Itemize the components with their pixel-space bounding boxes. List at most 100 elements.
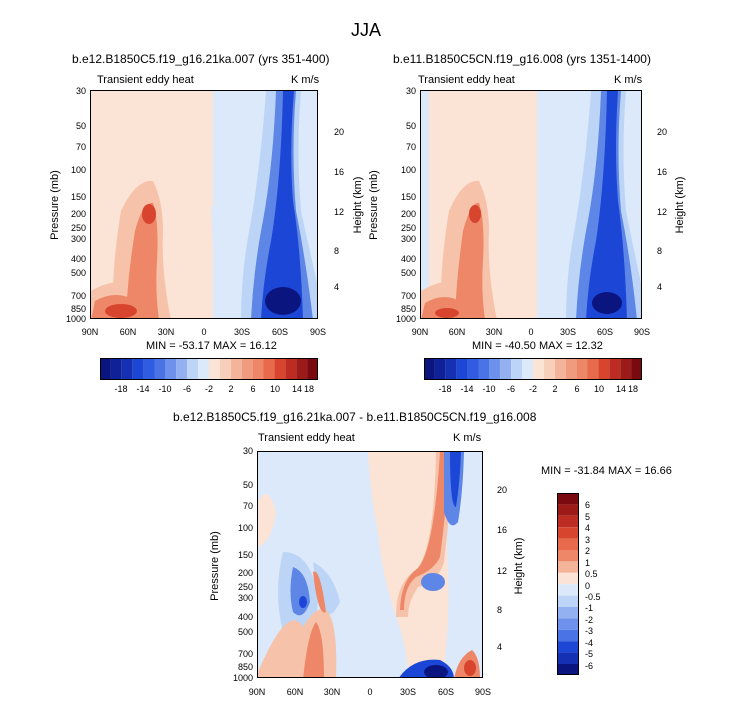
panel3-x-tick: 30N <box>323 687 341 697</box>
panel1-cbar-cell <box>165 358 177 380</box>
panel1-neg-core <box>265 287 301 315</box>
panel3-pos-mid <box>400 452 450 610</box>
panel1-stats: MIN = -53.17 MAX = 16.12 <box>146 340 277 352</box>
panel1-cbar-cell <box>198 358 209 380</box>
panel3-cbar-label: -1 <box>585 603 594 613</box>
panel1-cbar-cell <box>121 358 133 380</box>
panel1-pos-tongue <box>186 231 213 318</box>
panel1-cbar-cell <box>230 358 242 380</box>
panel1-x-tick: 90S <box>309 327 326 337</box>
panel3-cbar-label: -6 <box>585 661 594 671</box>
panel2-y-tick: 700 <box>400 291 416 301</box>
panel3-left-string: Transient eddy heat <box>258 432 355 444</box>
panel3-cbar-cell <box>557 652 579 664</box>
panel2-x-tick: 60N <box>448 327 466 337</box>
panel3-stats: MIN = -31.84 MAX = 16.66 <box>541 465 672 477</box>
panel3-pos-lower-mid <box>303 622 324 677</box>
panel2-cbar-cell <box>511 358 523 380</box>
panel1-x-tick: 30N <box>157 327 175 337</box>
panel2-cbar-cell <box>445 358 457 380</box>
panel2-cbar-cell <box>467 358 479 380</box>
panel1-colorbar <box>100 358 318 380</box>
panel3-y-tick: 150 <box>237 550 253 560</box>
panel3-pos-edge <box>258 494 276 547</box>
panel3-y-tick: 300 <box>237 593 253 603</box>
panel1-ylabel: Pressure (mb) <box>49 170 61 240</box>
panel3-x-tick: 90N <box>248 687 266 697</box>
panel2-right-string: K m/s <box>614 74 643 86</box>
panel2-colorbar <box>424 358 642 380</box>
panel3-y-tick: 250 <box>237 582 253 592</box>
panel3-neg-mid-top <box>450 452 461 507</box>
panel2-cbar-label: 2 <box>552 384 558 394</box>
panel1-y-right-tick: 8 <box>334 246 340 256</box>
panel1-cbar-cell <box>187 358 199 380</box>
panel3-neg-core-upper <box>299 596 307 608</box>
panel2-y-tick: 30 <box>405 86 416 96</box>
panel2-cbar-label: 18 <box>627 384 638 394</box>
panel3-y-tick: 1000 <box>232 673 253 683</box>
panel3-pos-band <box>368 452 449 677</box>
panel3-cbar-label: 0.5 <box>585 569 598 579</box>
panel3-cbar-label: -0.5 <box>585 592 601 602</box>
panel1-pos-mid <box>126 202 159 318</box>
panel2-y-tick: 50 <box>405 121 416 131</box>
panel2-neg-mid <box>586 91 627 318</box>
panel2-ylabel: Pressure (mb) <box>368 170 380 240</box>
panel3-cbar-cell <box>557 629 579 642</box>
panel2-pos-tongue <box>511 231 537 318</box>
panel2-pos-core-upper <box>469 205 481 223</box>
panel2-x-tick: 90N <box>411 327 429 337</box>
panel3-colorbar <box>557 493 579 675</box>
panel3-cbar-cell <box>557 641 579 653</box>
panel2-y-tick: 300 <box>400 234 416 244</box>
main-title: JJA <box>351 20 382 40</box>
panel2-y-tick: 1000 <box>395 314 416 324</box>
panel3-cbar-cell <box>557 584 579 596</box>
panel2-y-right-tick: 20 <box>657 127 668 137</box>
panel2-cbar-cell <box>456 358 468 380</box>
panel3-y-tick: 400 <box>237 612 253 622</box>
panel2-y-right-tick: 16 <box>657 167 668 177</box>
panel2-cbar-cell <box>500 358 512 380</box>
panel2-pos-core-lower <box>435 308 459 318</box>
panel2-cbar-cell <box>587 358 599 380</box>
panel3-cbar-label: 0 <box>585 581 591 591</box>
panel3-right-string: K m/s <box>453 432 482 444</box>
panel1-x-tick: 0 <box>201 327 207 337</box>
panel2-title: b.e11.B1850C5CN.f19_g16.008 (yrs 1351-14… <box>393 52 651 66</box>
panel3-y-right-tick: 20 <box>497 485 508 495</box>
panel1-cbar-cell <box>110 358 122 380</box>
panel2-y-tick: 500 <box>400 268 416 278</box>
panel2-y-tick: 850 <box>400 304 416 314</box>
panel3-cbar-label: 3 <box>585 535 591 545</box>
panel2-cbar-label: 14 <box>615 384 626 394</box>
panel2-left-string: Transient eddy heat <box>418 74 515 86</box>
panel2-x-tick: 90S <box>633 327 650 337</box>
panel2-cbar-cell <box>565 358 577 380</box>
panel1-cbar-label: -10 <box>158 384 172 394</box>
panel3-pos-core-lower-right <box>464 660 476 676</box>
panel1-y-tick: 30 <box>75 86 86 96</box>
panel1-x-tick: 60S <box>271 327 288 337</box>
panel2-cbar-cell <box>543 358 555 380</box>
panel1-neg-patch <box>211 206 231 251</box>
panel3-cbar-label: 5 <box>585 512 591 522</box>
panel3-cbar-cell <box>557 515 579 528</box>
panel1-y-tick: 850 <box>70 304 86 314</box>
panel3-cbar-frame <box>557 493 579 675</box>
panel3-y-tick: 700 <box>237 649 253 659</box>
panel3-x-tick: 60N <box>286 687 304 697</box>
panel3-y-tick: 200 <box>237 568 253 578</box>
panel2-cbar-cell <box>598 358 610 380</box>
panel1-cbar-label: -14 <box>136 384 150 394</box>
panel2-y-tick: 100 <box>400 165 416 175</box>
panel1-cbar-cell <box>143 358 155 380</box>
panel1-y-tick: 250 <box>70 223 86 233</box>
panel2-cbar-cell <box>434 358 446 380</box>
panel3-cbar-label: -4 <box>585 638 594 648</box>
panel1-y-tick: 400 <box>70 254 86 264</box>
panel1-ylabel-right: Height (km) <box>352 176 364 234</box>
panel3-cbar-cell <box>557 504 579 516</box>
panel1-cbar-cell <box>100 358 111 380</box>
